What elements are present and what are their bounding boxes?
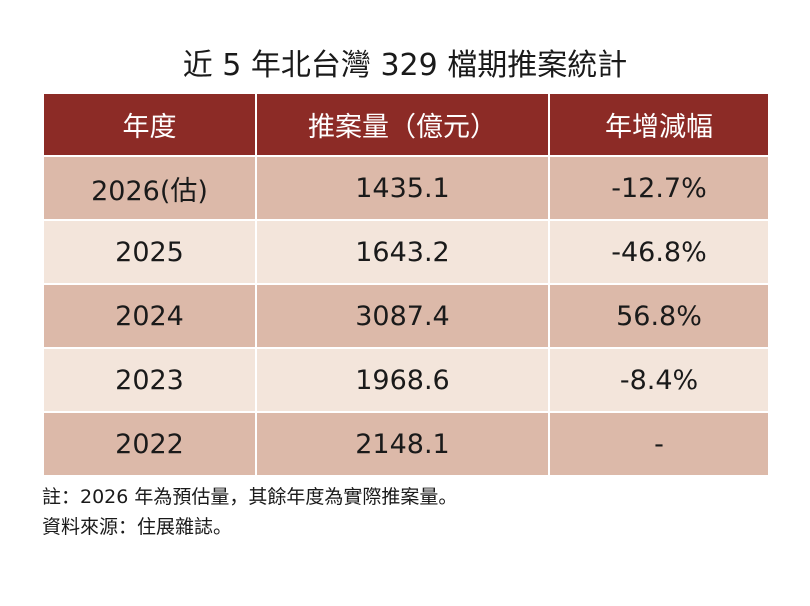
data-table: 年度 推案量（億元） 年增減幅 2026(估) 1435.1 -12.7% 2025 164… <box>42 92 770 477</box>
table-cell: 1435.1 <box>255 155 550 221</box>
table-row: 2026(估) 1435.1 -12.7% <box>42 155 770 221</box>
table-row: 2023 1968.6 -8.4% <box>42 347 770 413</box>
table-cell: 1968.6 <box>255 347 550 413</box>
table-row: 2025 1643.2 -46.8% <box>42 219 770 285</box>
table-cell: 2024 <box>42 283 257 349</box>
table-cell: -12.7% <box>548 155 770 221</box>
header-row: 年度 推案量（億元） 年增減幅 <box>42 92 770 157</box>
header-cell: 年增減幅 <box>548 92 770 157</box>
table-cell: 56.8% <box>548 283 770 349</box>
table-cell: 3087.4 <box>255 283 550 349</box>
table-cell: 2148.1 <box>255 411 550 477</box>
header-cell: 年度 <box>42 92 257 157</box>
table-cell: 2025 <box>42 219 257 285</box>
header-cell: 推案量（億元） <box>255 92 550 157</box>
table-cell: 2026(估) <box>42 155 257 221</box>
title: 近 5 年北台灣 329 檔期推案統計 <box>182 48 628 83</box>
note: 資料來源：住展雜誌。 <box>42 516 233 538</box>
table-cell: 2022 <box>42 411 257 477</box>
table-row: 2024 3087.4 56.8% <box>42 283 770 349</box>
notes: 註：2026 年為預估量，其餘年度為實際推案量。 資料來源：住展雜誌。 <box>42 482 457 542</box>
table-body: 2026(估) 1435.1 -12.7% 2025 1643.2 -46.8% 2024 3… <box>42 155 770 477</box>
note: 註：2026 年為預估量，其餘年度為實際推案量。 <box>42 486 458 508</box>
table-cell: 1643.2 <box>255 219 550 285</box>
table-cell: - <box>548 411 770 477</box>
table-row: 2022 2148.1- <box>42 411 770 477</box>
table-cell: 2023 <box>42 347 257 413</box>
table-cell: -46.8% <box>548 219 770 285</box>
table-cell: -8.4% <box>548 347 770 413</box>
